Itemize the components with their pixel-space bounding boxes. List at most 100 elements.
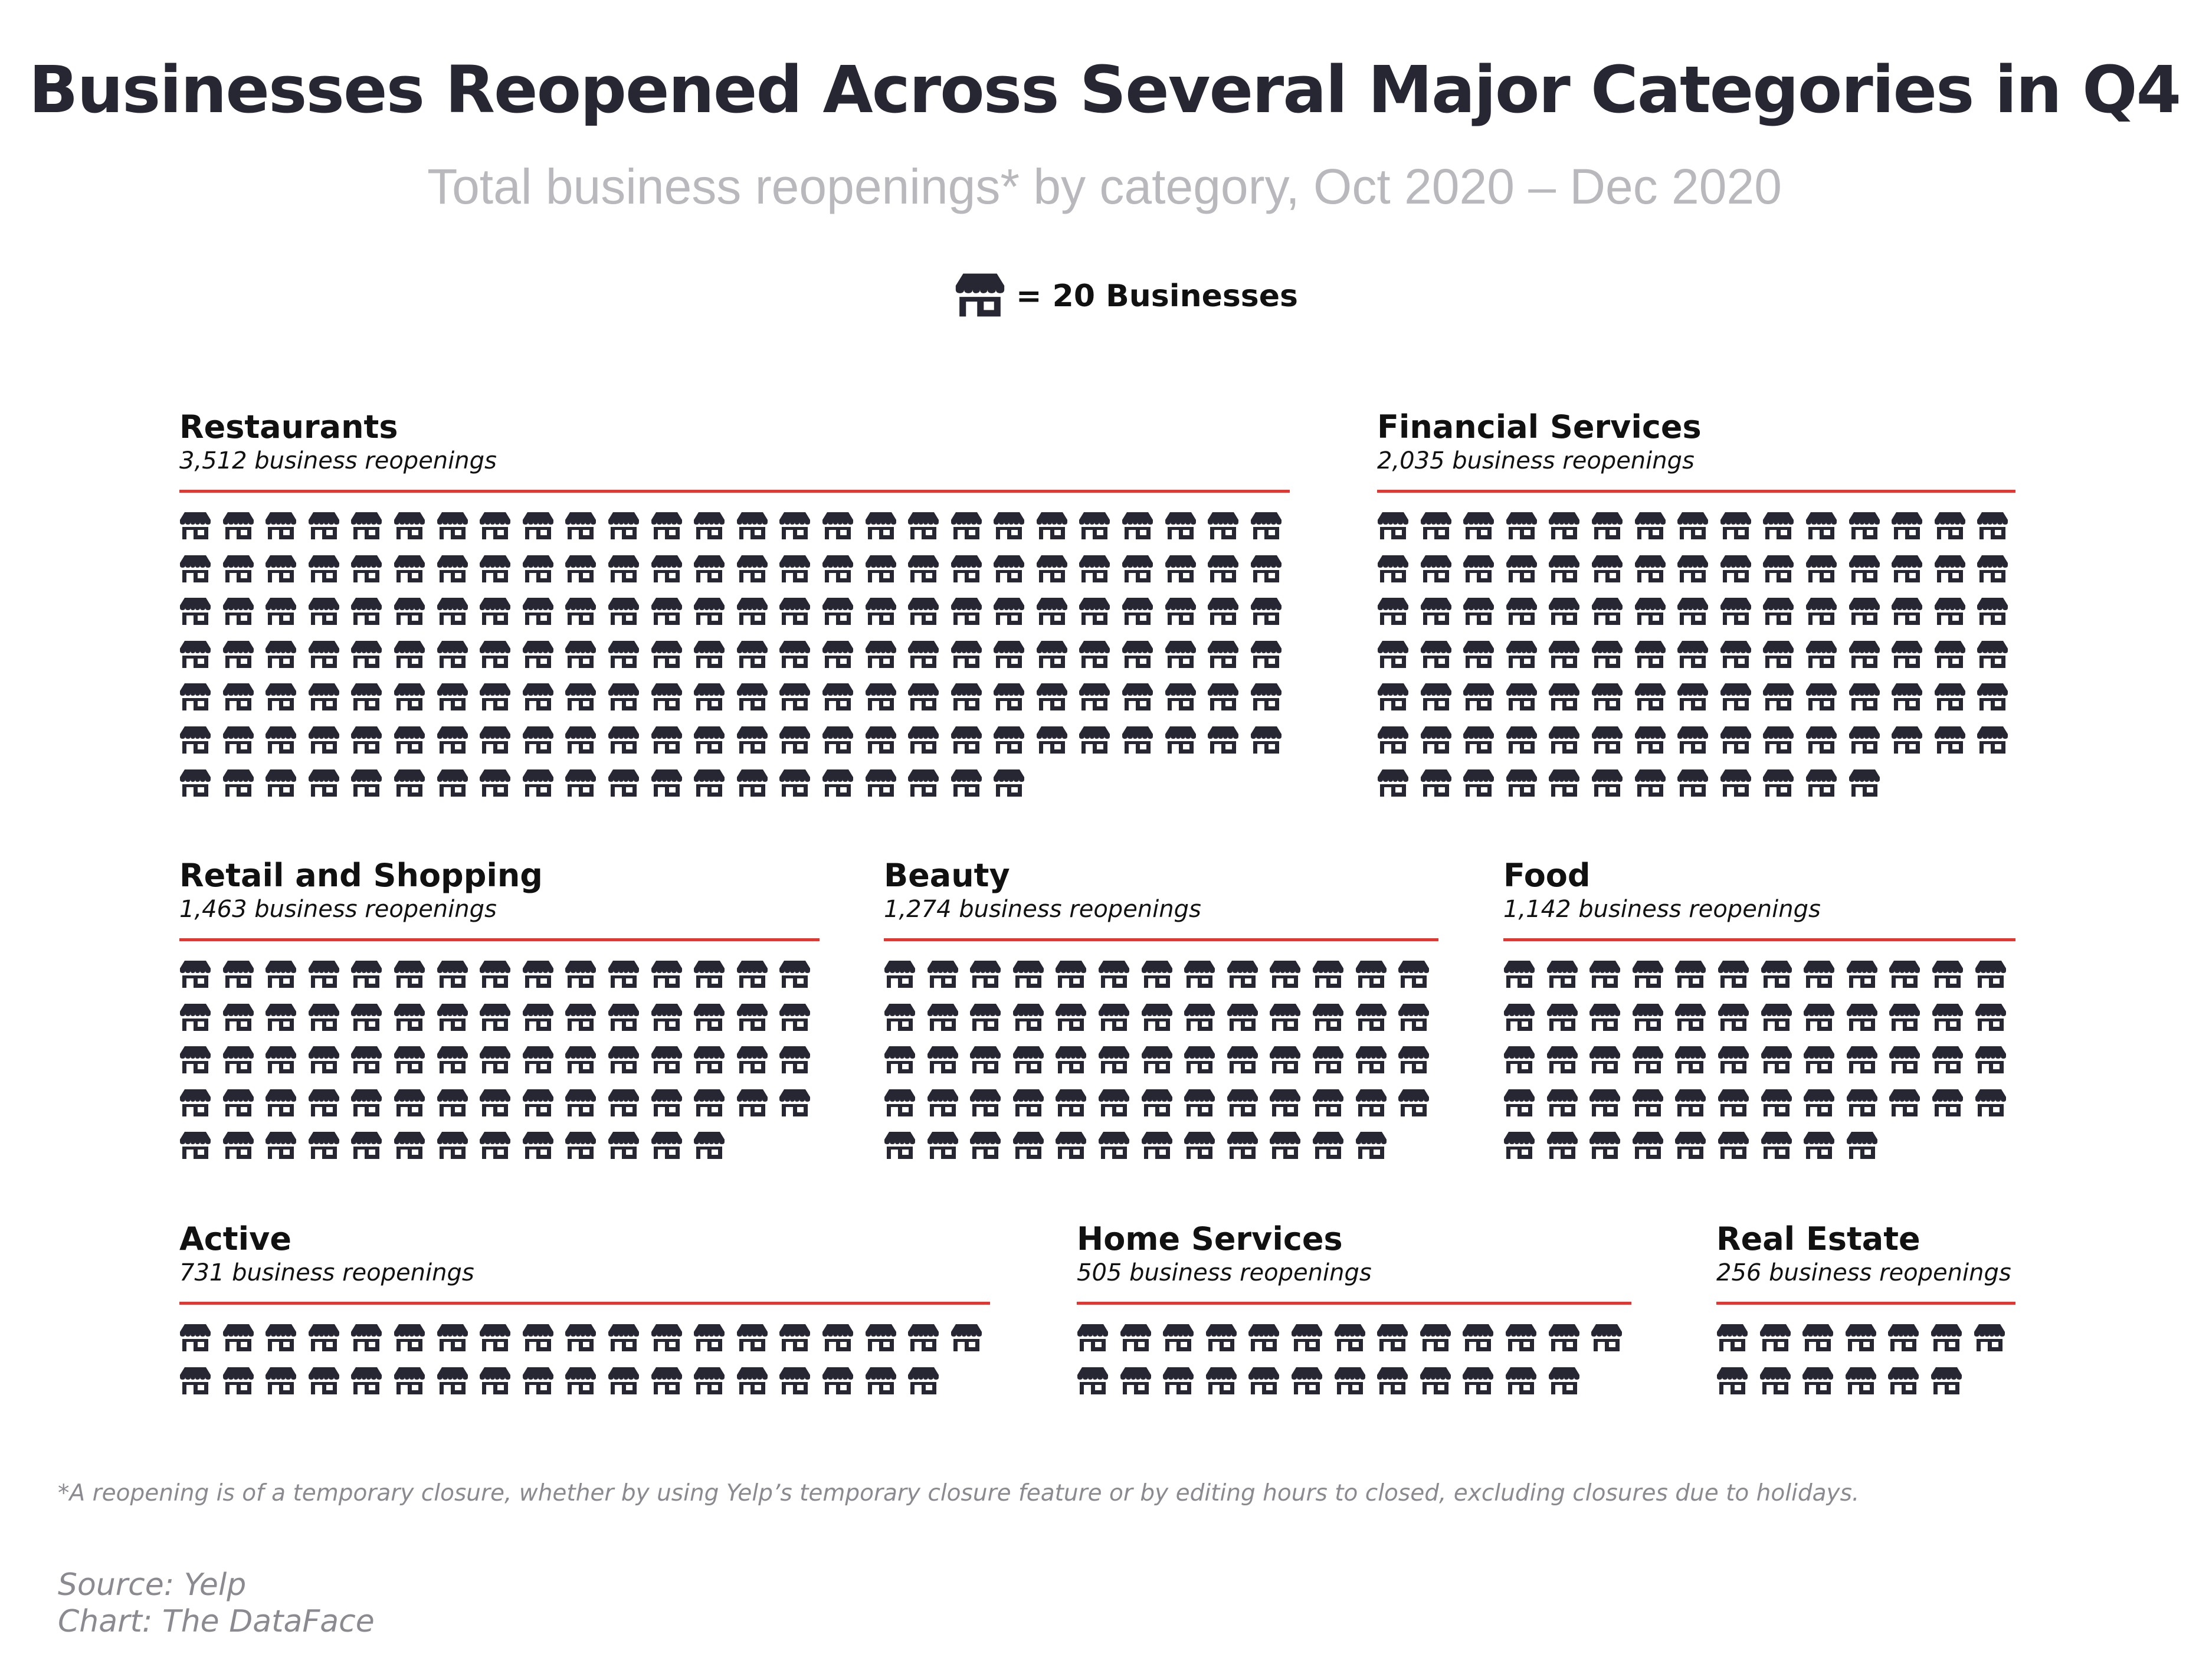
storefront-icon (1889, 961, 1920, 988)
category-rule (1377, 490, 2015, 493)
credit-note: Chart: The DataFace (58, 1604, 375, 1639)
storefront-icon (308, 512, 339, 539)
storefront-icon (736, 683, 768, 711)
storefront-icon (394, 1089, 425, 1116)
storefront-icon (180, 961, 211, 988)
storefront-icon (1932, 1003, 1963, 1031)
storefront-icon (736, 555, 768, 582)
panel-real-estate: Real Estate 256 business reopenings (1716, 1221, 2015, 1409)
storefront-icon (1098, 1132, 1129, 1160)
storefront-icon (1012, 1089, 1044, 1116)
storefront-icon (1398, 1003, 1430, 1031)
storefront-icon (651, 555, 682, 582)
storefront-icon (1549, 598, 1580, 626)
category-rule (1503, 938, 2015, 941)
storefront-icon (736, 1367, 768, 1394)
storefront-icon (994, 640, 1025, 668)
storefront-icon (1892, 598, 1923, 626)
storefront-icon (1720, 769, 1751, 797)
storefront-icon (608, 640, 639, 668)
storefront-icon (1677, 555, 1709, 582)
storefront-icon (1122, 555, 1153, 582)
storefront-icon (694, 1367, 725, 1394)
storefront-icon (865, 1367, 896, 1394)
panel-home-services: Home Services 505 business reopenings (1077, 1221, 1631, 1409)
storefront-icon (1849, 512, 1880, 539)
storefront-icon (1165, 683, 1196, 711)
storefront-icon (694, 1132, 725, 1160)
storefront-icon (1036, 640, 1067, 668)
storefront-icon (437, 1046, 468, 1074)
storefront-icon (1378, 555, 1408, 582)
storefront-icon (351, 1003, 382, 1031)
storefront-icon (1717, 1324, 1748, 1351)
storefront-icon (651, 1003, 682, 1031)
storefront-icon (1420, 512, 1451, 539)
storefront-icon (994, 726, 1025, 754)
storefront-icon (908, 683, 939, 711)
storefront-icon (308, 1367, 339, 1394)
storefront-icon (437, 555, 468, 582)
storefront-icon (608, 1003, 639, 1031)
storefront-icon (180, 1089, 211, 1116)
storefront-icon (480, 961, 511, 988)
storefront-icon (1163, 1324, 1194, 1351)
storefront-icon (994, 598, 1025, 626)
storefront-icon (351, 1324, 382, 1351)
storefront-icon (1291, 1324, 1322, 1351)
storefront-icon (1056, 1089, 1087, 1116)
storefront-icon (1805, 640, 1837, 668)
storefront-icon (694, 640, 725, 668)
storefront-icon (1805, 598, 1837, 626)
storefront-icon (1977, 726, 2008, 754)
storefront-icon (1589, 1089, 1621, 1116)
storefront-icon (480, 640, 511, 668)
storefront-icon (1122, 512, 1153, 539)
storefront-icon (1846, 1003, 1877, 1031)
storefront-icon (1079, 726, 1110, 754)
category-value-label: 2,035 business reopenings (1377, 447, 1695, 474)
storefront-icon (608, 1089, 639, 1116)
storefront-icon (308, 598, 339, 626)
storefront-icon (1141, 1089, 1172, 1116)
storefront-icon (865, 769, 896, 797)
storefront-icon (1718, 1089, 1749, 1116)
storefront-icon (1932, 961, 1963, 988)
storefront-icon (1675, 961, 1706, 988)
source-note: Source: Yelp (58, 1567, 247, 1603)
storefront-icon (222, 1367, 254, 1394)
icon-grid (179, 1324, 990, 1409)
storefront-icon (1549, 640, 1580, 668)
storefront-icon (1932, 1046, 1963, 1074)
storefront-icon (1546, 1089, 1578, 1116)
storefront-icon (1888, 1324, 1919, 1351)
storefront-icon (779, 598, 811, 626)
storefront-icon (1122, 640, 1153, 668)
storefront-icon (694, 598, 725, 626)
storefront-icon (1056, 1003, 1087, 1031)
storefront-icon (1763, 769, 1794, 797)
storefront-icon (522, 726, 553, 754)
storefront-icon (694, 1324, 725, 1351)
storefront-icon (865, 726, 896, 754)
storefront-icon (222, 683, 254, 711)
legend-text: = 20 Businesses (1016, 279, 1298, 314)
legend: = 20 Businesses (955, 271, 1298, 321)
storefront-icon (927, 1132, 958, 1160)
storefront-icon (308, 683, 339, 711)
storefront-icon (1165, 598, 1196, 626)
storefront-icon (779, 1367, 811, 1394)
storefront-icon (308, 555, 339, 582)
storefront-icon (1846, 961, 1877, 988)
storefront-icon (1846, 1132, 1877, 1160)
storefront-icon (1718, 961, 1749, 988)
storefront-icon (1504, 961, 1535, 988)
storefront-icon (480, 1046, 511, 1074)
icon-grid (179, 960, 820, 1174)
storefront-icon (1591, 769, 1623, 797)
category-name: Retail and Shopping (179, 857, 543, 894)
storefront-icon (608, 961, 639, 988)
storefront-icon (1355, 1132, 1387, 1160)
storefront-icon (1378, 769, 1408, 797)
storefront-icon (480, 512, 511, 539)
